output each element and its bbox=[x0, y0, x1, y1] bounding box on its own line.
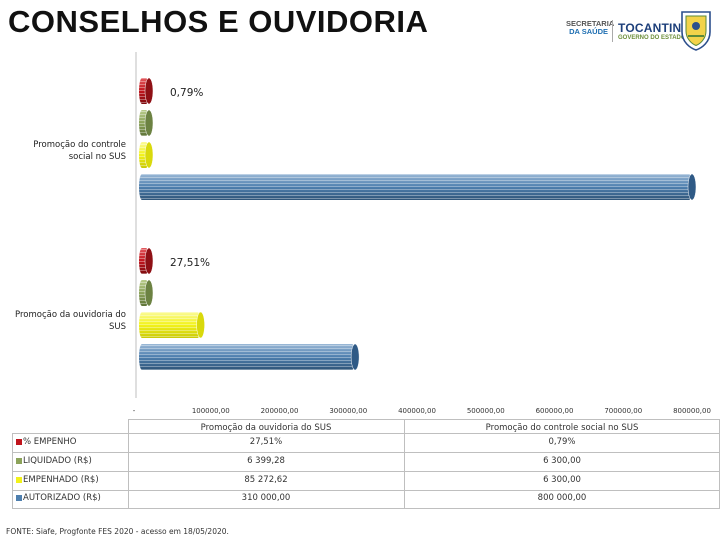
data-label-empenho-cat0: 0,79% bbox=[170, 87, 203, 99]
data-label-empenho-cat1: 27,51% bbox=[170, 257, 210, 269]
bar-texture-autorizado-cat0 bbox=[139, 174, 692, 200]
bar-cap-empenho-cat0 bbox=[144, 77, 154, 105]
x-tick-label: 800000,00 bbox=[673, 407, 711, 415]
secretaria-line2: DA SAÚDE bbox=[569, 27, 608, 36]
bar-cap-empenho-cat1 bbox=[144, 247, 154, 275]
category-label-ouvidoria-line1: Promoção da ouvidoria do bbox=[15, 310, 126, 320]
page-title: CONSELHOS E OUVIDORIA bbox=[8, 4, 429, 39]
source-note: FONTE: Siafe, Progfonte FES 2020 - acess… bbox=[6, 527, 229, 536]
secretaria-line1: SECRETARIA bbox=[566, 19, 615, 28]
bar-cap-empenhado-cat0 bbox=[144, 141, 154, 169]
x-tick-label: 200000,00 bbox=[261, 407, 299, 415]
category-label-controle-line2: social no SUS bbox=[69, 152, 126, 162]
x-tick-label: 100000,00 bbox=[192, 407, 230, 415]
x-tick-label: 400000,00 bbox=[398, 407, 436, 415]
state-crest-icon bbox=[681, 11, 711, 51]
bar-cap-liquidado-cat0 bbox=[144, 109, 154, 137]
x-tick-label: 500000,00 bbox=[467, 407, 505, 415]
bar-texture-autorizado-cat1 bbox=[139, 344, 356, 370]
secretaria-logo: SECRETARIA DA SAÚDE bbox=[566, 19, 615, 36]
bar-cap-empenhado-cat1 bbox=[196, 311, 205, 339]
bar-cap-autorizado-cat1 bbox=[350, 343, 360, 371]
bar-cap-autorizado-cat0 bbox=[687, 173, 697, 201]
x-tick-label: - bbox=[133, 407, 136, 415]
bar-texture-empenhado-cat1 bbox=[139, 312, 201, 338]
tocantins-logo-text: TOCANTINS bbox=[618, 21, 690, 35]
logo-separator bbox=[612, 20, 613, 42]
logos-header: SECRETARIA DA SAÚDE TOCANTINS GOVERNO DO… bbox=[560, 8, 716, 54]
x-tick-label: 600000,00 bbox=[536, 407, 574, 415]
category-label-controle-line1: Promoção do controle bbox=[33, 140, 126, 150]
bar-cap-liquidado-cat1 bbox=[144, 279, 154, 307]
x-tick-label: 700000,00 bbox=[604, 407, 642, 415]
x-tick-label: 300000,00 bbox=[329, 407, 367, 415]
governo-logo-text: GOVERNO DO ESTADO bbox=[618, 35, 686, 41]
category-label-ouvidoria-line2: SUS bbox=[109, 322, 126, 332]
